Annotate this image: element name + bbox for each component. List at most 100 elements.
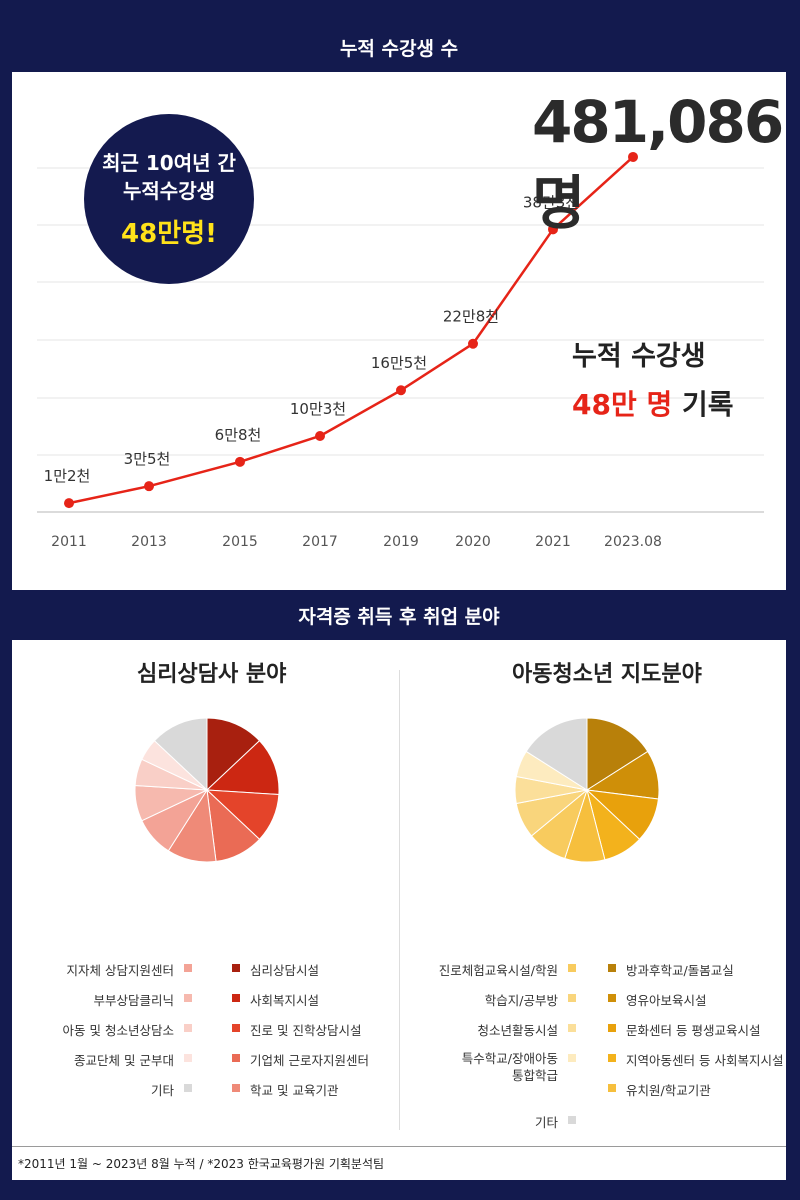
infographic-frame: 누적 수강생 수 1만2천 2011 3만5천 2013 6만8천 2015 10만3천 20… <box>12 22 786 1180</box>
x-tick-label: 2017 <box>302 534 338 550</box>
legend-item: 기업체 근로자지원센터 <box>232 1050 369 1069</box>
series-line <box>68 156 634 505</box>
data-label: 22만8천 <box>443 308 499 326</box>
legend-swatch <box>568 1116 576 1124</box>
data-label: 10만3천 <box>290 400 346 418</box>
legend-item: 유치원/학교기관 <box>608 1080 711 1099</box>
total-students: 481,086명 <box>532 88 784 237</box>
record-callout: 누적 수강생 48만 명 기록 <box>572 334 734 423</box>
legend-label: 부부상담클리닉 <box>93 993 174 1008</box>
legend-label: 문화센터 등 평생교육시설 <box>626 1023 761 1038</box>
legend-label: 기업체 근로자지원센터 <box>250 1053 369 1068</box>
legend-label: 학습지/공부방 <box>484 993 558 1008</box>
bubble-highlight: 48만명! <box>121 218 217 249</box>
data-point <box>628 151 638 162</box>
record-black-text: 기록 <box>681 388 734 421</box>
legend-label: 사회복지시설 <box>250 993 320 1008</box>
legend-item: 특수학교/장애아동 통합학급 <box>456 1050 576 1084</box>
record-line-1: 누적 수강생 <box>572 341 706 372</box>
legend-item: 심리상담시설 <box>232 960 319 979</box>
legend-label: 지자체 상담지원센터 <box>66 963 174 978</box>
data-point <box>144 481 154 492</box>
legend-item: 아동 및 청소년상담소 <box>63 1020 192 1039</box>
section-title-employment: 자격증 취득 후 취업 분야 <box>298 605 500 628</box>
legend-swatch <box>608 994 616 1002</box>
legend-item: 진로체험교육시설/학원 <box>439 960 576 979</box>
x-tick-label: 2020 <box>455 534 491 550</box>
legend-item: 방과후학교/돌봄교실 <box>608 960 734 979</box>
pie-title-counseling: 심리상담사 분야 <box>137 662 287 687</box>
legend-item: 사회복지시설 <box>232 990 319 1009</box>
x-tick-label: 2011 <box>51 534 87 550</box>
legend-swatch <box>232 964 240 972</box>
legend-label: 학교 및 교육기관 <box>250 1083 339 1098</box>
legend-item: 지역아동센터 등 사회복지시설 <box>608 1050 783 1069</box>
pie-title-youth: 아동청소년 지도분야 <box>512 662 702 687</box>
legend-label: 특수학교/장애아동 통합학급 <box>461 1051 558 1083</box>
record-red-text: 48만 명 <box>572 388 673 421</box>
data-label: 6만8천 <box>215 426 262 444</box>
data-label: 3만5천 <box>124 450 171 468</box>
legend-label: 청소년활동시설 <box>477 1023 558 1038</box>
legend-item: 학습지/공부방 <box>485 990 576 1009</box>
pie-slice <box>586 717 649 791</box>
x-tick-label: 2023.08 <box>604 534 662 550</box>
legend-label: 지역아동센터 등 사회복지시설 <box>626 1053 784 1068</box>
legend-item: 청소년활동시설 <box>477 1020 576 1039</box>
legend-swatch <box>184 1084 192 1092</box>
legend-label: 진로 및 진학상담시설 <box>250 1023 362 1038</box>
highlight-bubble: 최근 10여년 간 누적수강생 48만명! <box>84 114 254 284</box>
legend-swatch <box>608 1054 616 1062</box>
legend-swatch <box>184 994 192 1002</box>
legend-swatch <box>568 964 576 972</box>
cumulative-line-chart: 1만2천 2011 3만5천 2013 6만8천 2015 10만3천 2017 16만5천 20… <box>37 151 764 550</box>
data-label: 16만5천 <box>371 354 427 372</box>
legend-swatch <box>608 1024 616 1032</box>
bubble-line-2: 누적수강생 <box>123 178 215 203</box>
legend-swatch <box>608 1084 616 1092</box>
bubble-line-1: 최근 10여년 간 <box>102 150 236 175</box>
data-point <box>468 338 478 349</box>
legend-item: 진로 및 진학상담시설 <box>232 1020 361 1039</box>
data-point <box>64 498 74 509</box>
data-point <box>396 385 406 396</box>
legend-item: 영유아보육시설 <box>608 990 707 1009</box>
legend-label: 아동 및 청소년상담소 <box>62 1023 174 1038</box>
legend-swatch <box>232 1054 240 1062</box>
legend-item: 기타 <box>151 1080 192 1099</box>
legend-label: 방과후학교/돌봄교실 <box>626 963 734 978</box>
legend-label: 진로체험교육시설/학원 <box>438 963 558 978</box>
pie-slice <box>525 717 588 791</box>
legend-swatch <box>608 964 616 972</box>
legend-swatch <box>184 1054 192 1062</box>
section-title-cumulative: 누적 수강생 수 <box>339 37 459 60</box>
legend-label: 심리상담시설 <box>250 963 320 978</box>
x-tick-label: 2015 <box>222 534 258 550</box>
column-divider <box>399 670 400 1130</box>
legend-swatch <box>184 964 192 972</box>
legend-item: 종교단체 및 군부대 <box>74 1050 192 1069</box>
legend-item: 부부상담클리닉 <box>93 990 192 1009</box>
data-label: 1만2천 <box>44 467 91 485</box>
x-tick-label: 2021 <box>535 534 571 550</box>
data-point <box>548 224 558 235</box>
pie-slice <box>206 717 261 792</box>
legend-label: 기타 <box>534 1115 558 1130</box>
x-tick-label: 2013 <box>131 534 167 550</box>
legend-swatch <box>568 994 576 1002</box>
data-point <box>315 430 325 441</box>
footnote: *2011년 1월 ~ 2023년 8월 누적 / *2023 한국교육평가원 … <box>12 1146 786 1172</box>
pie-slice <box>153 717 208 792</box>
x-tick-label: 2019 <box>383 534 419 550</box>
legend-item: 학교 및 교육기관 <box>232 1080 338 1099</box>
legend-item: 문화센터 등 평생교육시설 <box>608 1020 760 1039</box>
legend-label: 유치원/학교기관 <box>626 1083 711 1098</box>
pie-chart-counseling <box>134 717 280 863</box>
record-line-2: 48만 명 기록 <box>572 383 734 423</box>
legend-label: 영유아보육시설 <box>626 993 707 1008</box>
section-header-employment: 자격증 취득 후 취업 분야 <box>12 590 786 640</box>
section-header-cumulative: 누적 수강생 수 <box>12 22 786 72</box>
data-label: 38만3천 <box>523 193 579 211</box>
legend-label: 기타 <box>150 1083 174 1098</box>
legend-swatch <box>232 994 240 1002</box>
